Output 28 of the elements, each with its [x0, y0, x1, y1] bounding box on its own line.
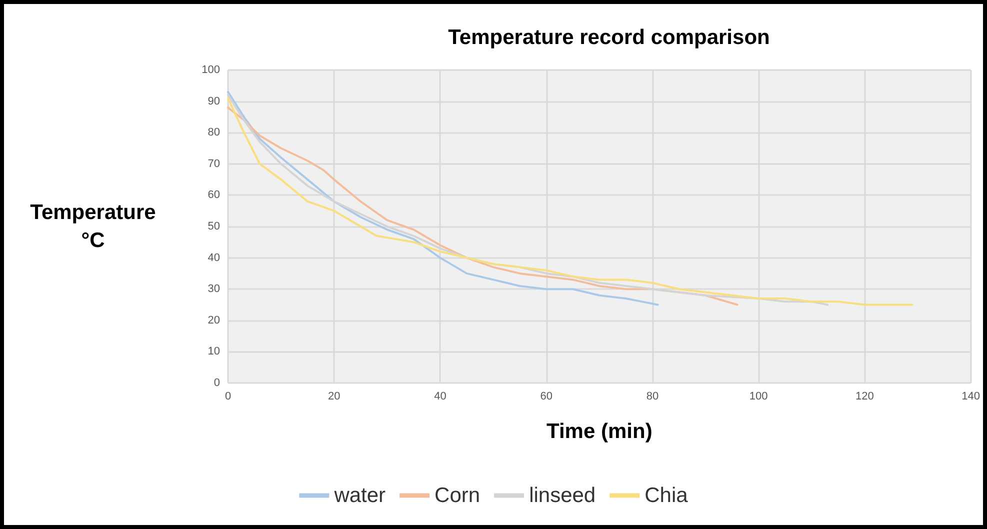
x-axis-title: Time (min)	[546, 420, 652, 443]
y-tick-label: 0	[214, 377, 220, 389]
y-tick-label: 10	[208, 346, 220, 358]
legend-label: water	[333, 484, 386, 507]
line-series	[227, 106, 738, 306]
chart-title: Temperature record comparison	[448, 26, 770, 49]
y-tick-label: 50	[208, 220, 220, 232]
x-tick-label: 120	[856, 390, 874, 402]
legend-label: linseed	[529, 484, 596, 507]
y-tick-label: 40	[208, 252, 220, 264]
y-tick-label: 90	[208, 95, 220, 108]
line-series	[227, 90, 659, 306]
x-tick-label: 80	[646, 390, 659, 402]
x-tick-label: 0	[224, 390, 232, 402]
y-tick-label: 70	[208, 158, 220, 170]
legend-label: Chia	[644, 484, 688, 507]
y-tick-label: 30	[208, 283, 220, 296]
x-tick-label: 60	[540, 390, 552, 402]
y-tick-label: 60	[208, 189, 220, 202]
y-tick-label: 100	[202, 64, 220, 76]
x-tick-label: 100	[749, 390, 768, 402]
x-tick-label: 20	[328, 390, 340, 402]
y-tick-label: 20	[208, 314, 220, 326]
x-tick-label: 140	[962, 390, 980, 402]
y-tick-label: 80	[208, 126, 220, 139]
x-tick-label: 40	[434, 390, 446, 402]
legend-label: Corn	[434, 484, 480, 507]
y-axis-title: Temperature °C	[30, 201, 156, 252]
